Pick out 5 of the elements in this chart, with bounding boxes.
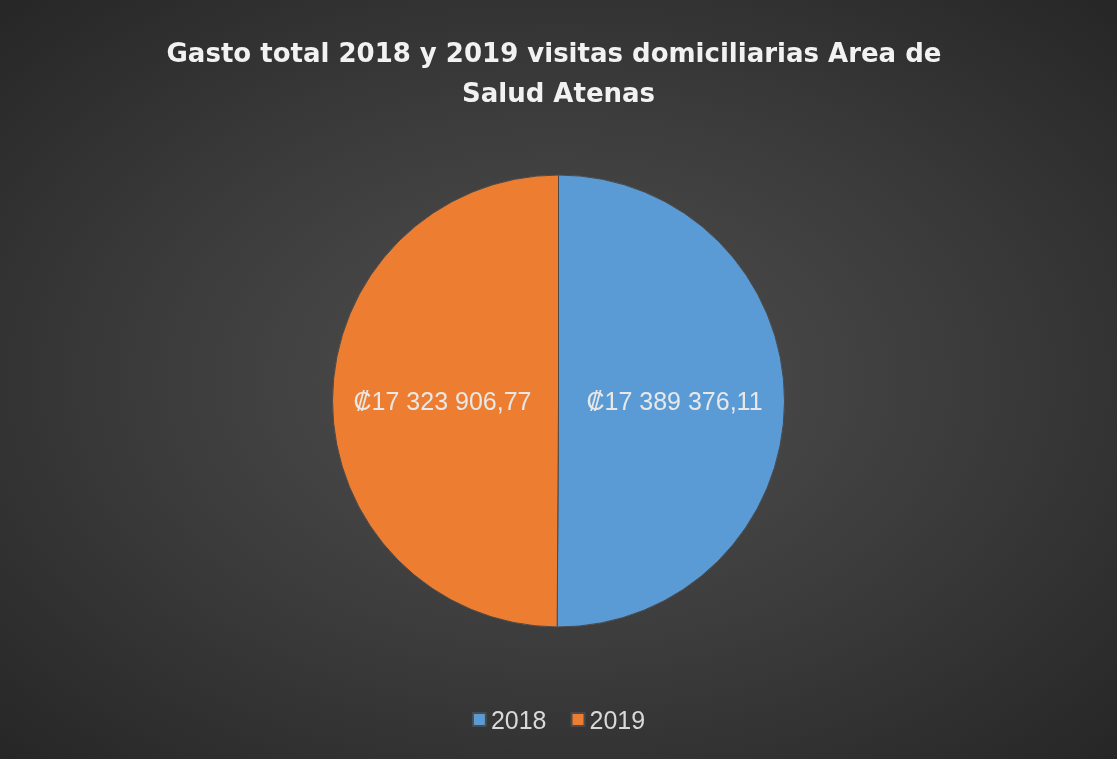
data-label: ₡17 323 906,77 xyxy=(353,386,532,415)
data-label: ₡17 389 376,11 xyxy=(586,387,763,416)
legend-label: 2018 xyxy=(490,705,547,734)
chart-title: Gasto total 2018 y 2019 visitas domiciliarias Area de Salud Atenas xyxy=(166,38,951,108)
legend-label: 2019 xyxy=(589,705,646,734)
